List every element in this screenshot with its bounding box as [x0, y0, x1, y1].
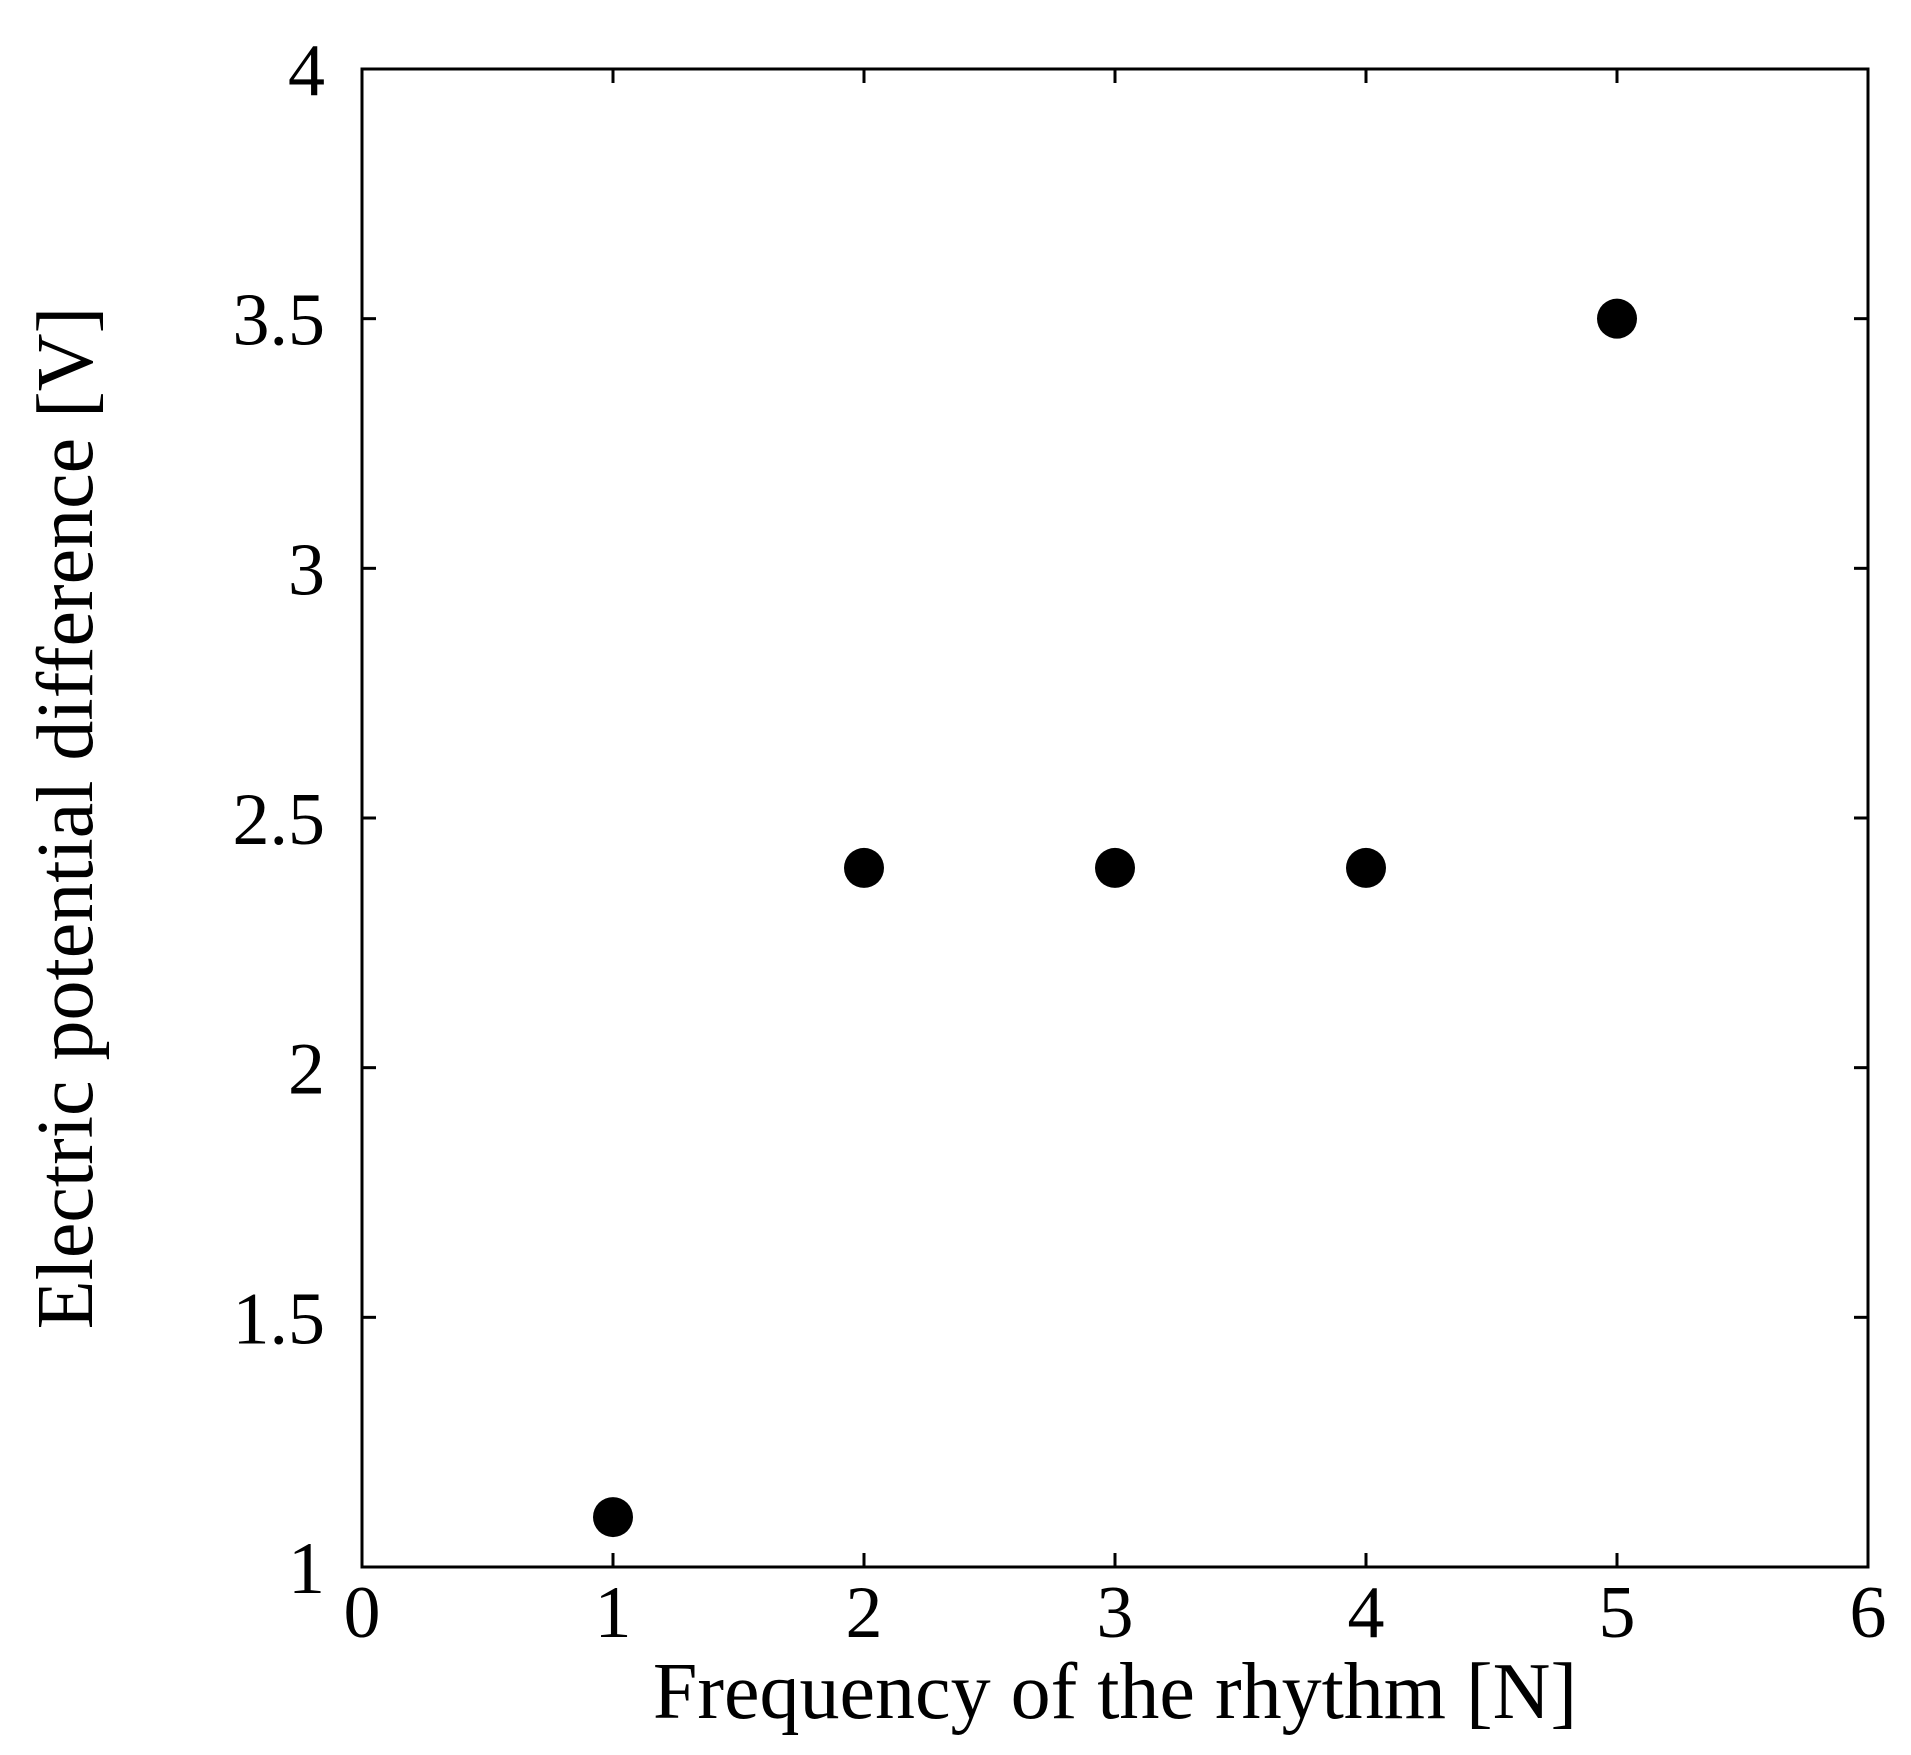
data-point: [1346, 847, 1386, 888]
x-tick-label: 0: [344, 1572, 381, 1654]
x-tick-label: 6: [1850, 1572, 1887, 1654]
y-tick-label: 3.5: [233, 280, 326, 362]
x-tick-label: 4: [1348, 1572, 1385, 1654]
x-axis-label: Frequency of the rhythm [N]: [653, 1648, 1577, 1736]
x-tick-label: 1: [595, 1572, 632, 1654]
x-tick-label: 3: [1097, 1572, 1134, 1654]
ticks-layer: [360, 67, 1870, 1569]
y-tick-label: 2.5: [233, 779, 326, 861]
data-point: [1597, 298, 1637, 339]
y-tick-label: 2: [288, 1029, 325, 1111]
x-tick-label: 2: [846, 1572, 883, 1654]
plot-frame: [360, 67, 1870, 1569]
y-tick-label: 1: [288, 1528, 325, 1610]
data-point: [593, 1497, 633, 1538]
y-axis-label: Electric potential difference [V]: [22, 307, 110, 1329]
data-point: [1095, 847, 1135, 888]
data-point: [844, 847, 884, 888]
points-layer: [593, 298, 1637, 1538]
tick-labels-layer: 0 1 2 3 4 5 611.522.533.54: [233, 30, 1887, 1654]
y-tick-label: 3: [288, 529, 325, 611]
x-tick-label: 5: [1599, 1572, 1636, 1654]
y-tick-label: 4: [288, 30, 325, 112]
y-tick-label: 1.5: [233, 1278, 326, 1360]
